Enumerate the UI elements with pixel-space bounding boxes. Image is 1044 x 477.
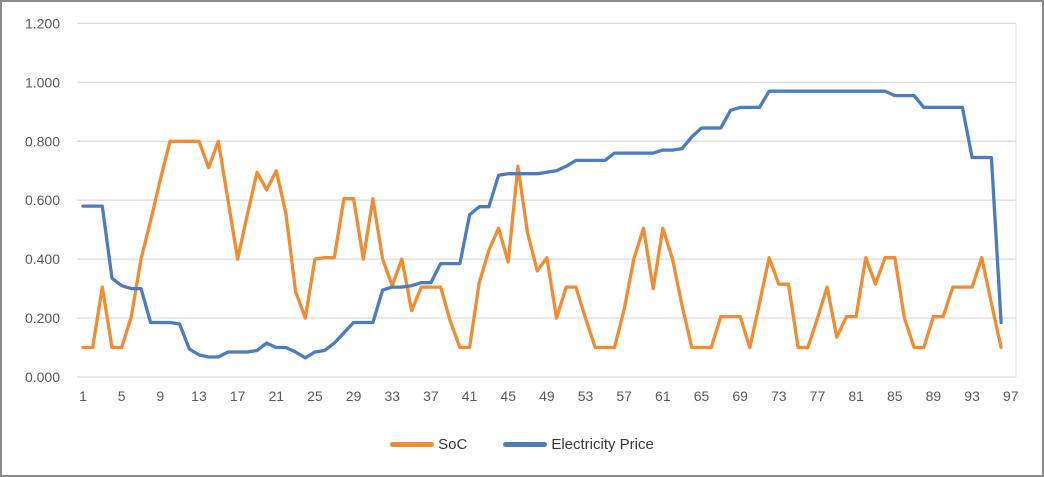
x-tick-label: 57 [616,388,632,404]
y-tick-label: 0.800 [25,133,60,149]
x-tick-label: 1 [79,388,87,404]
x-tick-label: 61 [655,388,671,404]
x-tick-label: 49 [539,388,555,404]
y-tick-label: 0.600 [25,192,60,208]
y-tick-label: 1.000 [25,74,60,90]
y-tick-label: 0.400 [25,251,60,267]
x-tick-label: 93 [964,388,980,404]
x-tick-label: 85 [887,388,903,404]
x-tick-label: 97 [1003,388,1019,404]
x-tick-label: 69 [732,388,748,404]
x-tick-label: 37 [423,388,439,404]
x-tick-label: 5 [118,388,126,404]
x-tick-label: 77 [810,388,826,404]
x-tick-label: 13 [191,388,207,404]
series-line-electricity-price[interactable] [81,89,1003,360]
x-tick-label: 41 [462,388,478,404]
x-tick-label: 29 [346,388,362,404]
x-tick-label: 25 [307,388,323,404]
electricity-price-line-swatch [503,441,548,447]
x-tick-label: 89 [926,388,942,404]
y-tick-label: 0.000 [25,369,60,385]
x-tick-label: 21 [268,388,284,404]
y-tick-label: 1.200 [25,15,60,31]
x-tick-label: 33 [384,388,400,404]
legend-label-soc: SoC [438,435,468,453]
legend-item-soc[interactable]: SoC [390,436,467,453]
x-tick-label: 65 [694,388,710,404]
y-tick-label: 0.200 [25,310,60,326]
series-line-soc[interactable] [81,139,1003,350]
x-tick-label: 17 [230,388,246,404]
x-tick-label: 81 [848,388,864,404]
legend-item-electricity-price[interactable]: Electricity Price [503,436,654,453]
x-tick-label: 53 [578,388,594,404]
x-tick-label: 45 [500,388,516,404]
legend-label-electricity-price: Electricity Price [551,435,654,453]
x-tick-label: 73 [771,388,787,404]
soc-line-swatch [390,441,435,447]
x-tick-label: 9 [156,388,164,404]
legend: SoC Electricity Price [0,432,1044,456]
